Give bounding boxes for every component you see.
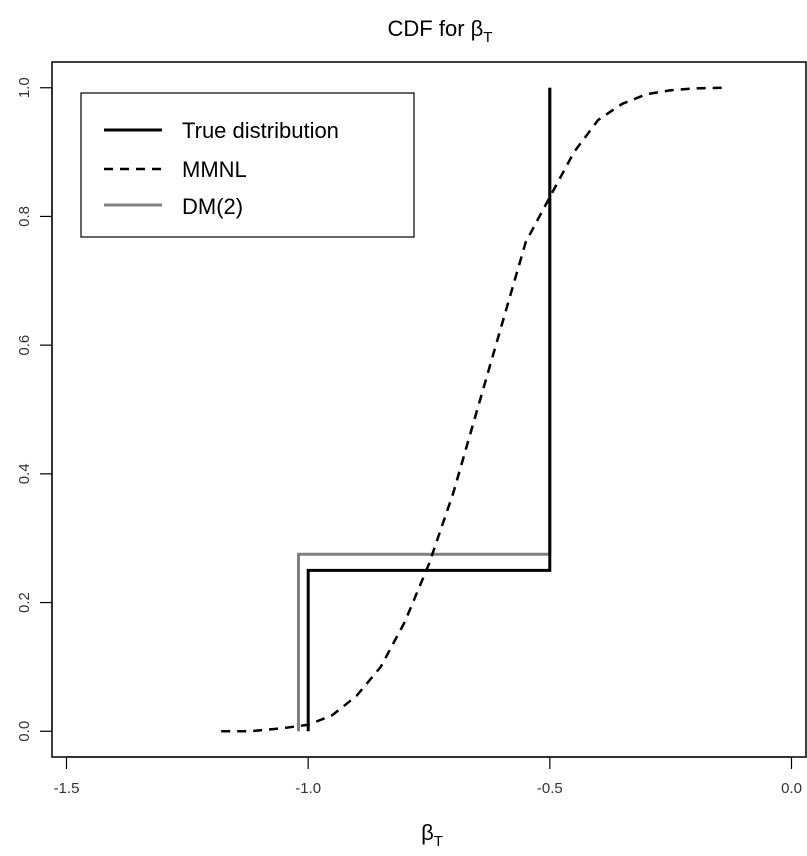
y-tick-label: 0.2 xyxy=(16,592,33,613)
x-axis: -1.5 -1.0 -0.5 0.0 xyxy=(54,756,802,797)
y-axis: 0.0 0.2 0.4 0.6 0.8 1.0 xyxy=(16,77,53,742)
x-tick-label: -0.5 xyxy=(537,780,563,797)
x-axis-label-subscript: T xyxy=(434,833,443,850)
series-line-true-distribution xyxy=(306,87,552,732)
legend-label-true-distribution: True distribution xyxy=(182,118,339,143)
series-line-mmnl xyxy=(221,86,724,733)
x-axis-label: βT xyxy=(421,820,443,850)
x-axis-label-main: β xyxy=(421,820,434,845)
x-tick-label: -1.5 xyxy=(54,780,80,797)
x-tick-label: -1.0 xyxy=(295,780,321,797)
legend-label-mmnl: MMNL xyxy=(182,157,247,182)
y-tick-label: 0.4 xyxy=(16,463,33,484)
legend-label-dm2: DM(2) xyxy=(182,194,243,219)
chart-title-subscript: T xyxy=(483,29,492,46)
chart-title-main: CDF for β xyxy=(388,16,484,41)
y-tick-label: 0.6 xyxy=(16,335,33,356)
legend-box xyxy=(80,92,415,238)
series-layer xyxy=(221,86,724,733)
chart-title: CDF for βT xyxy=(388,16,493,46)
y-tick-label: 1.0 xyxy=(16,77,33,98)
y-tick-label: 0.8 xyxy=(16,206,33,227)
legend: True distribution MMNL DM(2) xyxy=(80,92,415,238)
x-tick-label: 0.0 xyxy=(781,780,802,797)
y-tick-label: 0.0 xyxy=(16,721,33,742)
